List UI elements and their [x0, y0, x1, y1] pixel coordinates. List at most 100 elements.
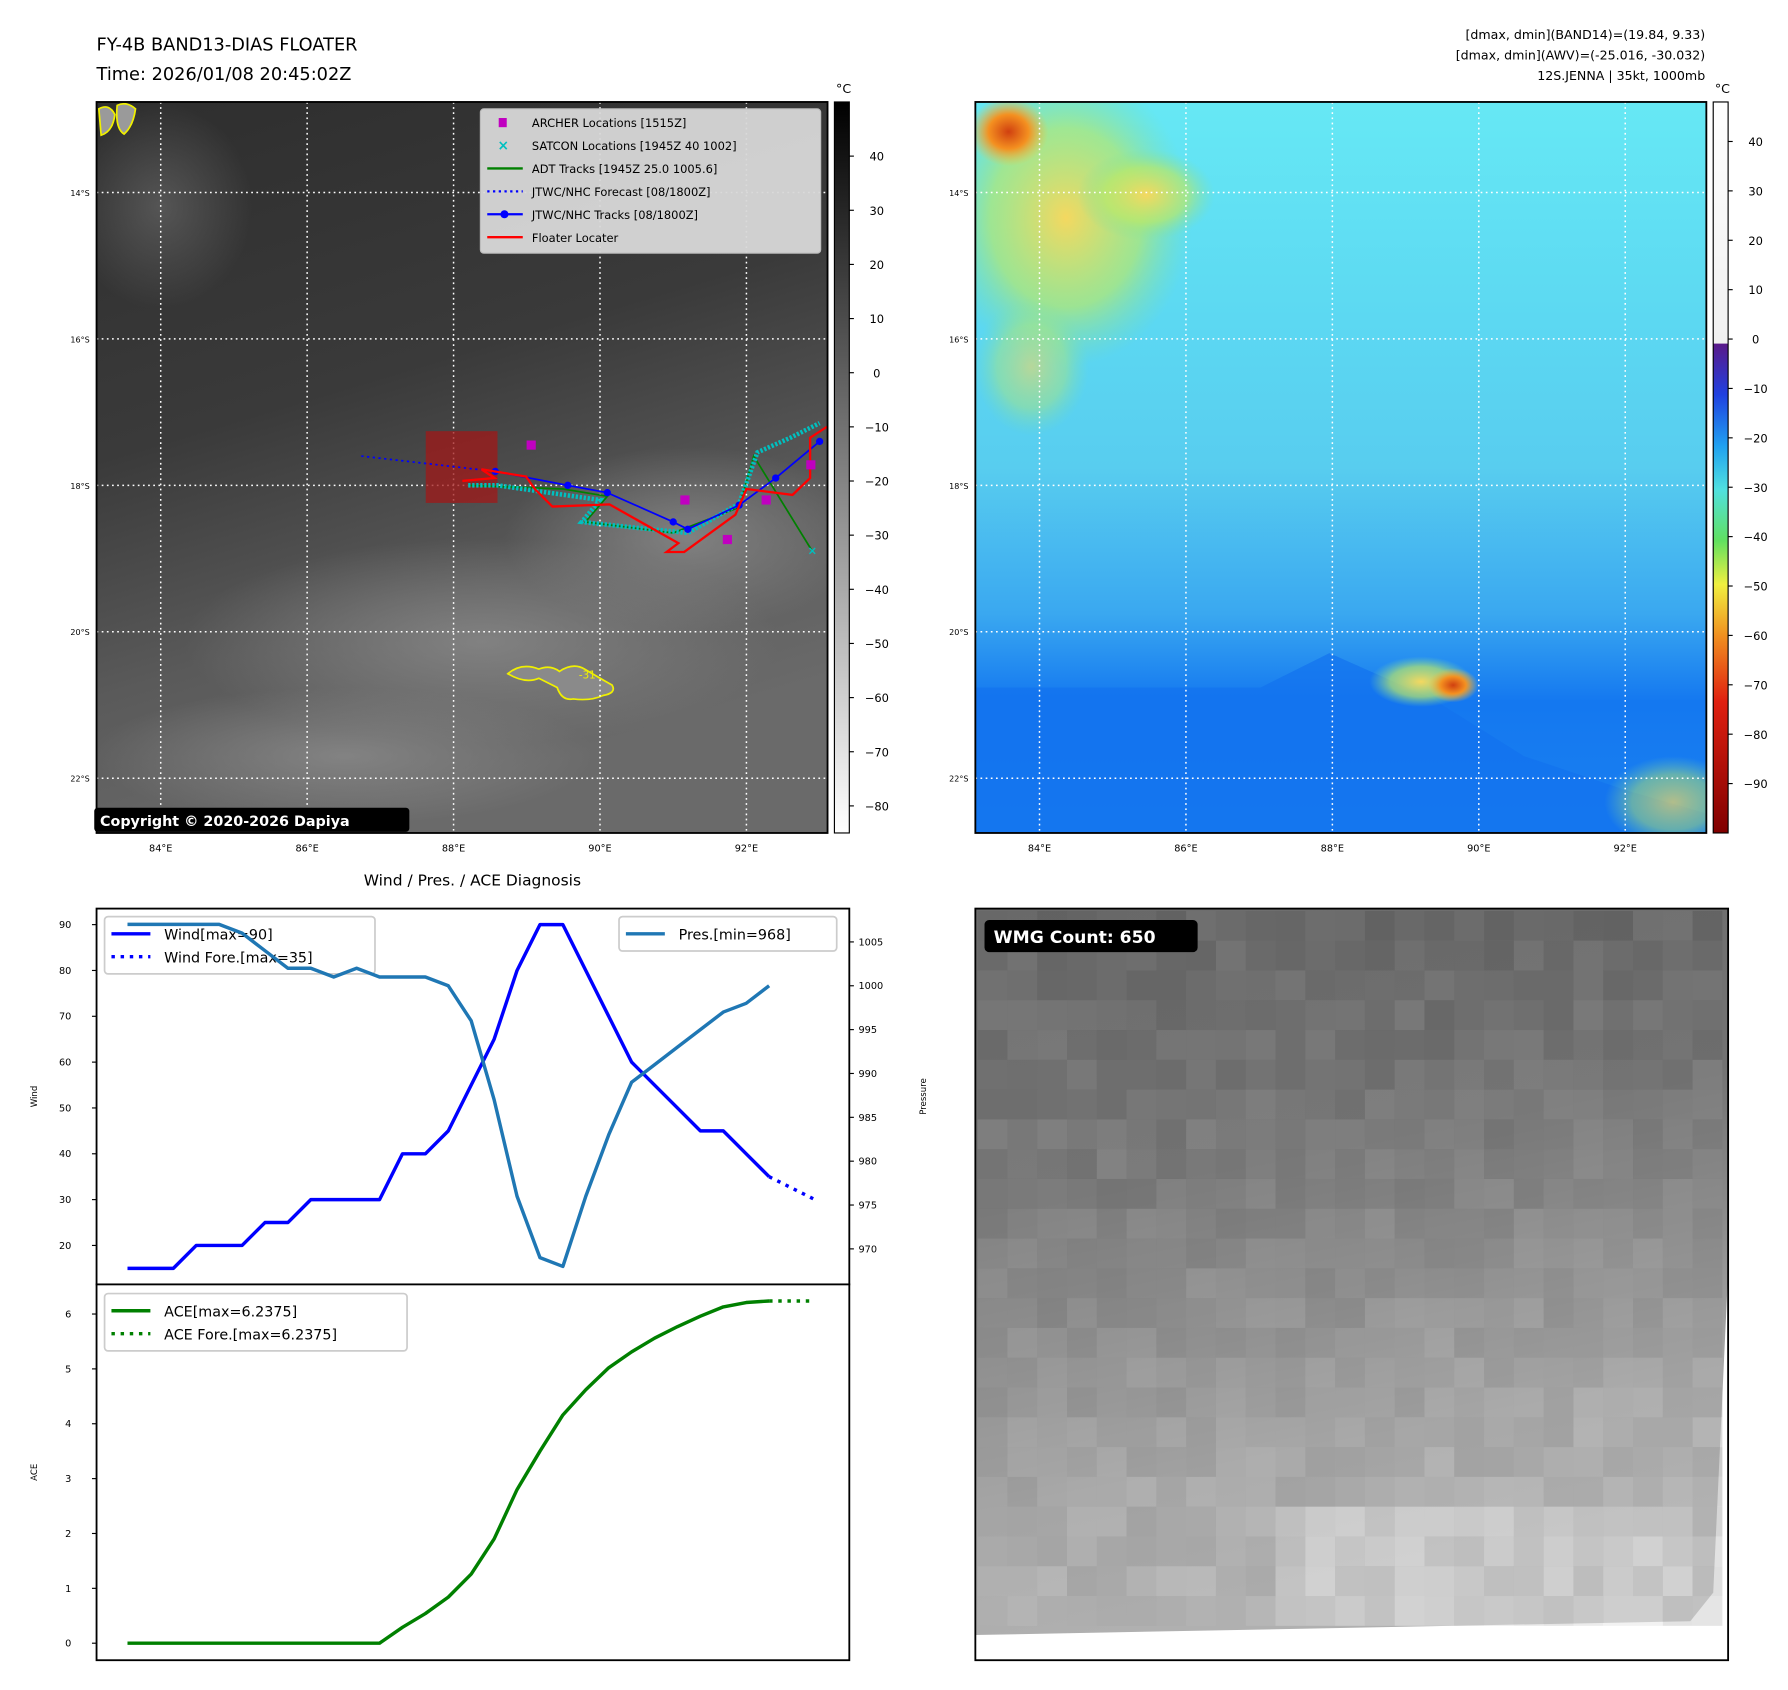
colorbar-tick-label: 20	[1748, 234, 1763, 248]
wmg-pixel	[977, 1119, 1008, 1150]
wmg-pixel	[1067, 1447, 1097, 1477]
wmg-pixel	[1394, 1119, 1425, 1150]
jtwc-point	[603, 489, 611, 497]
legend-label: SATCON Locations [1945Z 40 1002]	[532, 139, 737, 153]
wmg-pixel	[1215, 1178, 1246, 1209]
wmg-pixel	[1513, 1089, 1544, 1120]
wmg-pixel	[1394, 1059, 1425, 1090]
y2-tick-label: 1005	[858, 937, 883, 948]
lon-label: 90°E	[588, 843, 611, 854]
legend-box	[618, 915, 838, 952]
wmg-pixel	[1037, 1000, 1068, 1031]
wmg-pixel	[1305, 1149, 1336, 1179]
floater-box	[425, 431, 498, 503]
ir-map-frame	[95, 101, 829, 834]
awv-map-axes: 84°E 86°E 88°E 90°E 92°E 14°S 16°S 18°S 20°S 22°S	[949, 189, 1637, 854]
colorbar-tick-label: 30	[870, 204, 885, 218]
wmg-pixel	[1364, 1119, 1395, 1150]
y2-tick-label: 1000	[858, 981, 883, 992]
wmg-pixel	[1573, 1089, 1604, 1120]
wmg-pixel	[1096, 970, 1127, 1001]
wmg-pixel	[977, 1178, 1008, 1209]
wmg-pixel	[1096, 1506, 1127, 1537]
wmg-pixel	[1245, 1089, 1276, 1120]
wmg-pixel	[1126, 970, 1157, 1001]
wmg-pixel	[1633, 1566, 1663, 1597]
wmg-pixel	[1603, 940, 1634, 971]
wmg-pixel	[1305, 1238, 1336, 1269]
wmg-pixel	[1662, 1238, 1693, 1269]
wmg-pixel	[1007, 1476, 1038, 1507]
contour-label: -31	[579, 669, 596, 681]
wmg-pixel	[1424, 1566, 1455, 1597]
wmg-pixel	[1245, 1596, 1276, 1626]
wmg-pixel	[1007, 1357, 1038, 1388]
wmg-pixel	[1543, 1476, 1574, 1507]
wmg-pixel	[1007, 1119, 1038, 1150]
wmg-pixel	[1454, 1030, 1485, 1060]
wmg-pixel	[1335, 1357, 1365, 1388]
wmg-pixel	[1513, 1178, 1544, 1209]
wmg-pixel	[1603, 1387, 1634, 1418]
wmg-pixel	[1007, 1268, 1038, 1299]
wmg-pixel	[1543, 970, 1574, 1001]
jtwc-point	[684, 525, 692, 533]
wmg-pixel	[1305, 1536, 1336, 1567]
wmg-pixel	[1513, 940, 1544, 971]
awv-map-frame	[974, 101, 1708, 834]
wmg-pixel	[1394, 940, 1425, 971]
timestamp: Time: 2026/01/08 20:45:02Z	[96, 65, 352, 85]
wmg-pixel	[1245, 1119, 1276, 1150]
jtwc-point	[772, 474, 780, 482]
wmg-pixel	[1394, 1476, 1425, 1507]
wmg-pixel	[1096, 1298, 1127, 1328]
wmg-pixel	[1692, 1506, 1723, 1537]
wmg-pixel	[1692, 1327, 1723, 1358]
wmg-pixel	[1126, 1566, 1157, 1597]
wmg-pixel	[1186, 1000, 1216, 1031]
map-legend: ARCHER Locations [1515Z] × SATCON Location…	[479, 108, 822, 254]
legend-label: ACE Fore.[max=6.2375]	[164, 1327, 337, 1343]
wmg-pixel	[977, 1059, 1008, 1090]
wmg-pixel	[1692, 1298, 1723, 1328]
wmg-pixel	[1633, 1447, 1663, 1477]
wmg-pixel	[1454, 1327, 1485, 1358]
wmg-pixel	[1305, 1298, 1336, 1328]
wmg-pixel	[1394, 1596, 1425, 1626]
wmg-pixel	[1156, 1119, 1187, 1150]
series-line-0	[127, 922, 771, 1271]
wmg-pixel	[1364, 1357, 1395, 1388]
wmg-pixel	[1126, 1178, 1157, 1209]
wmg-pixel	[1335, 1000, 1365, 1031]
wmg-pixel	[1275, 1327, 1306, 1358]
wmg-pixel	[1186, 1298, 1216, 1328]
lon-label: 92°E	[735, 843, 758, 854]
wmg-pixel	[1513, 910, 1544, 941]
wmg-pixel	[1573, 1059, 1604, 1090]
wmg-pixel	[1096, 1000, 1127, 1031]
colorbar-tick-label: −90	[1744, 777, 1768, 791]
wmg-pixel	[1394, 1000, 1425, 1031]
wmg-pixel	[1394, 1387, 1425, 1418]
awv-map[interactable]	[940, 69, 1742, 848]
y-tick-label: 80	[59, 966, 71, 977]
legend-label: JTWC/NHC Tracks [08/1800Z]	[531, 208, 698, 222]
wmg-pixel	[1484, 1387, 1514, 1418]
wmg-pixel	[1067, 1327, 1097, 1358]
wmg-pixel	[1692, 1596, 1723, 1626]
wmg-pixel	[1067, 1030, 1097, 1060]
wmg-pixel	[1335, 1030, 1365, 1060]
copyright-text: Copyright © 2020-2026 Dapiya	[100, 814, 350, 830]
wmg-pixel	[1513, 1476, 1544, 1507]
wmg-pixel	[1156, 1268, 1187, 1299]
wmg-count: WMG Count: 650	[994, 928, 1156, 948]
wmg-pixel	[1335, 910, 1365, 941]
wmg-pixel	[1573, 1357, 1604, 1388]
wmg-pixel	[1484, 1089, 1514, 1120]
wmg-pixel	[1156, 1327, 1187, 1358]
colorbar-tick-label: 40	[1748, 135, 1763, 149]
wmg-pixel	[1096, 1387, 1127, 1418]
wmg-pixel	[1037, 1387, 1068, 1418]
wmg-pixel	[1543, 1089, 1574, 1120]
wmg-pixel	[1335, 1387, 1365, 1418]
